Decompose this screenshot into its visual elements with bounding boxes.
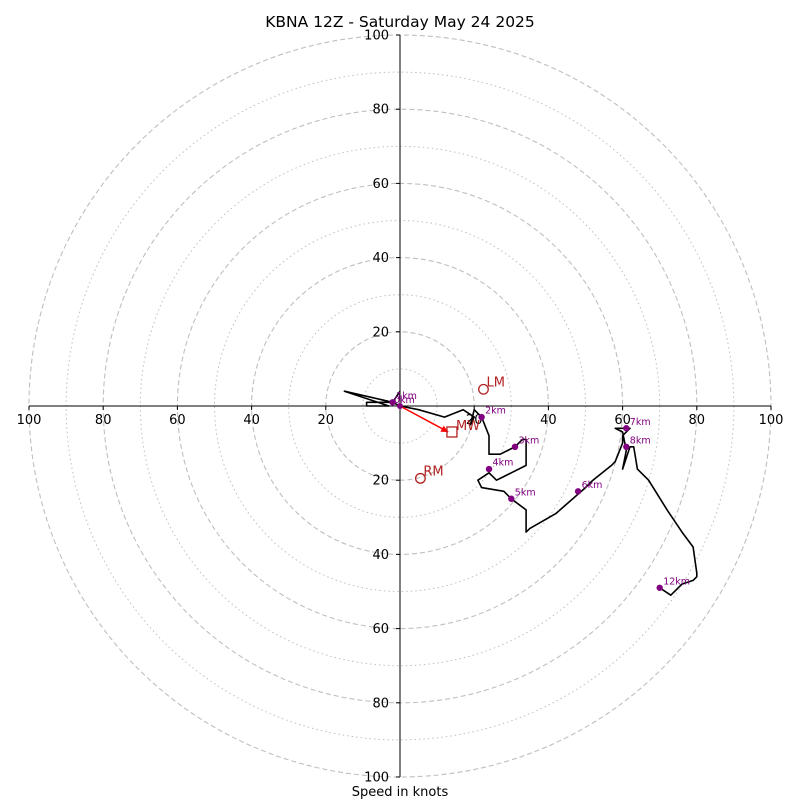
- height-label-1km: 1km: [396, 391, 417, 402]
- height-label-5km: 5km: [515, 487, 536, 498]
- tick-labels: 100 80 60 40 20 20 40 60 80 100100806040202040608…: [17, 29, 784, 786]
- x-tick-label: 100: [759, 413, 784, 428]
- y-tick-label: 60: [372, 622, 389, 637]
- height-label-2km: 2km: [485, 406, 506, 417]
- x-tick-label: 80: [689, 413, 706, 428]
- storm-motion-label-lm: LM: [486, 375, 504, 390]
- y-tick-label: 100: [364, 29, 389, 44]
- hodograph-trace: [343, 390, 698, 597]
- height-point-12km: [656, 584, 663, 591]
- chart-title: KBNA 12Z - Saturday May 24 2025: [265, 13, 535, 31]
- x-tick-label: 100: [17, 413, 42, 428]
- height-point-7km: [623, 425, 630, 432]
- height-label-8km: 8km: [630, 435, 651, 446]
- x-axis-label: Speed in knots: [352, 785, 449, 800]
- x-tick-label: 80: [95, 413, 112, 428]
- x-tick-label: 40: [243, 413, 260, 428]
- y-tick-label: 60: [372, 177, 389, 192]
- height-point-6km: [574, 488, 582, 495]
- height-label-3km: 3km: [519, 435, 540, 446]
- y-tick-label: 100: [364, 771, 389, 786]
- height-label-6km: 6km: [582, 480, 603, 491]
- height-point-1km: [389, 399, 396, 406]
- height-point-4km: [485, 465, 493, 473]
- y-tick-label: 80: [372, 696, 389, 711]
- shear-vector-line: [399, 405, 449, 433]
- y-tick-label: 40: [372, 548, 389, 563]
- x-tick-label: 60: [614, 413, 631, 428]
- x-tick-label: 60: [169, 413, 186, 428]
- y-tick-label: 20: [372, 325, 389, 340]
- height-point-2km: [478, 413, 485, 421]
- height-point-0km: [397, 403, 403, 409]
- y-tick-label: 40: [372, 251, 389, 266]
- height-label-7km: 7km: [630, 417, 651, 428]
- mean-wind-marker: [446, 426, 458, 438]
- x-tick-label: 20: [318, 413, 335, 428]
- y-tick-label: 20: [372, 474, 389, 489]
- height-label-4km: 4km: [493, 458, 514, 469]
- shear-vector-arrowhead: [440, 425, 449, 432]
- storm-motion-label-rm: RM: [423, 464, 443, 479]
- storm-motion-marker-rm: [414, 472, 426, 484]
- x-tick-label: 40: [540, 413, 557, 428]
- hodograph-trace-group: [343, 390, 698, 597]
- height-label-0km: 0km: [394, 395, 415, 406]
- height-label-12km: 12km: [663, 576, 690, 587]
- height-point-3km: [511, 443, 519, 451]
- storm-motion-marker-lm: [478, 383, 489, 395]
- y-tick-label: 80: [372, 103, 389, 118]
- height-point-8km: [623, 443, 630, 451]
- mean-wind-label: MW: [456, 419, 480, 434]
- height-point-5km: [508, 495, 515, 502]
